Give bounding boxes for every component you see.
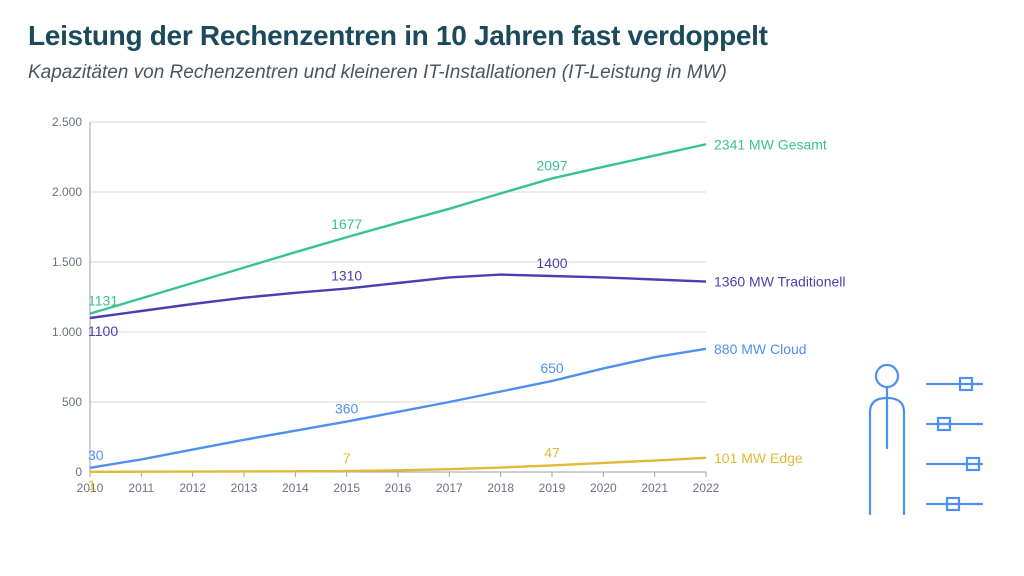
svg-text:650: 650 xyxy=(540,360,564,376)
svg-text:47: 47 xyxy=(544,444,560,460)
svg-text:2011: 2011 xyxy=(128,481,154,495)
svg-text:2097: 2097 xyxy=(536,157,567,173)
svg-text:1131: 1131 xyxy=(88,293,118,309)
svg-text:360: 360 xyxy=(335,401,359,417)
svg-text:2016: 2016 xyxy=(385,481,412,495)
svg-text:2022: 2022 xyxy=(693,481,720,495)
svg-text:2.000: 2.000 xyxy=(52,185,82,199)
svg-text:2014: 2014 xyxy=(282,481,309,495)
svg-text:0: 0 xyxy=(75,465,82,479)
svg-text:101 MW Edge: 101 MW Edge xyxy=(714,450,803,466)
svg-text:1: 1 xyxy=(88,477,96,493)
svg-text:1677: 1677 xyxy=(331,216,362,232)
svg-text:2021: 2021 xyxy=(641,481,668,495)
page-subtitle: Kapazitäten von Rechenzentren und kleine… xyxy=(28,62,996,84)
svg-text:30: 30 xyxy=(88,447,104,463)
svg-text:2015: 2015 xyxy=(333,481,360,495)
svg-text:2017: 2017 xyxy=(436,481,463,495)
svg-text:1310: 1310 xyxy=(331,268,362,284)
svg-text:1.500: 1.500 xyxy=(52,255,82,269)
decorative-icon xyxy=(852,354,1002,534)
svg-text:7: 7 xyxy=(343,450,351,466)
svg-text:2.500: 2.500 xyxy=(52,115,82,129)
svg-text:1100: 1100 xyxy=(88,323,118,339)
svg-text:2012: 2012 xyxy=(179,481,206,495)
svg-text:1.000: 1.000 xyxy=(52,325,82,339)
svg-text:1360 MW Traditionell: 1360 MW Traditionell xyxy=(714,274,846,290)
svg-text:2013: 2013 xyxy=(231,481,258,495)
svg-text:880 MW Cloud: 880 MW Cloud xyxy=(714,341,807,357)
svg-text:2020: 2020 xyxy=(590,481,617,495)
svg-text:2019: 2019 xyxy=(539,481,566,495)
svg-text:1400: 1400 xyxy=(536,255,567,271)
svg-text:2341 MW Gesamt: 2341 MW Gesamt xyxy=(714,136,827,152)
line-chart: 05001.0001.5002.0002.5002010201120122013… xyxy=(36,112,856,512)
svg-text:500: 500 xyxy=(62,395,82,409)
chart-container: 05001.0001.5002.0002.5002010201120122013… xyxy=(36,112,856,512)
page-title: Leistung der Rechenzentren in 10 Jahren … xyxy=(28,20,996,52)
svg-text:2018: 2018 xyxy=(487,481,514,495)
